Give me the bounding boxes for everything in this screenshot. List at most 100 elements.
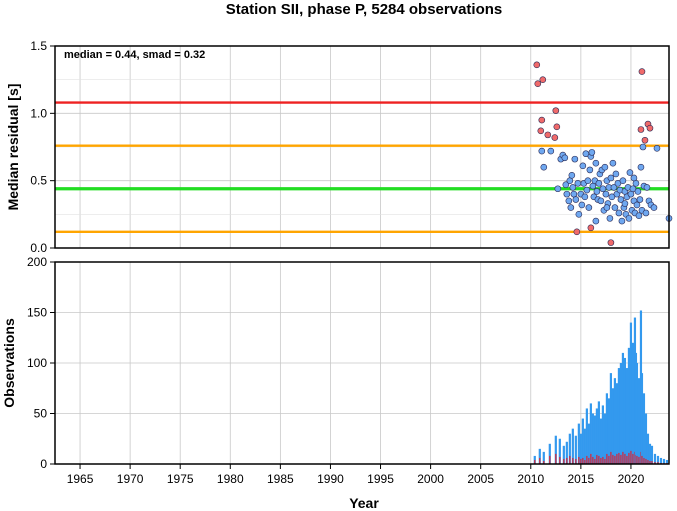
observation-bar bbox=[577, 423, 580, 464]
observation-bar bbox=[571, 428, 574, 464]
residual-point bbox=[599, 185, 607, 193]
outlier-count-bar bbox=[543, 460, 545, 464]
observation-bar bbox=[656, 455, 660, 464]
observation-bar bbox=[605, 393, 608, 464]
residual-point bbox=[562, 181, 570, 189]
residual-point bbox=[626, 169, 634, 176]
x-tick-label: 1990 bbox=[317, 472, 344, 486]
residual-point bbox=[585, 204, 593, 211]
outlier-count-bar bbox=[582, 457, 584, 464]
observation-bar bbox=[593, 415, 596, 464]
chart-title: Station SII, phase P, 5284 observations bbox=[226, 1, 503, 18]
residual-point bbox=[567, 204, 575, 211]
residual-point bbox=[618, 217, 626, 225]
outlier-count-bar bbox=[606, 453, 608, 464]
outlier-count-bar bbox=[645, 458, 647, 464]
x-tick-label: 2015 bbox=[568, 472, 595, 486]
observation-bar bbox=[597, 401, 600, 464]
observation-bar bbox=[642, 393, 646, 464]
observation-bar bbox=[579, 433, 582, 464]
residual-point bbox=[572, 196, 580, 203]
residual-point bbox=[602, 190, 610, 198]
residual-point bbox=[571, 155, 579, 163]
outlier-count-bar bbox=[592, 456, 594, 464]
observations-y-tick-label: 0 bbox=[40, 457, 47, 471]
outlier-point bbox=[637, 126, 645, 133]
outlier-point bbox=[641, 136, 649, 144]
outlier-count-bar bbox=[628, 452, 630, 464]
residual-point bbox=[597, 197, 605, 205]
residual-point bbox=[601, 163, 609, 171]
outlier-count-bar bbox=[614, 455, 616, 464]
observation-bar bbox=[644, 413, 648, 464]
observations-y-tick-label: 150 bbox=[27, 306, 47, 320]
observation-bar bbox=[650, 445, 654, 464]
outlier-count-bar bbox=[590, 453, 592, 464]
residual-point bbox=[603, 204, 611, 211]
outlier-count-bar bbox=[618, 452, 620, 464]
outlier-count-bar bbox=[636, 455, 638, 464]
outlier-count-bar bbox=[608, 455, 610, 464]
observation-bar bbox=[615, 383, 619, 464]
outlier-count-bar bbox=[604, 458, 606, 464]
residual-point bbox=[612, 170, 620, 178]
residual-point bbox=[578, 201, 586, 209]
residual-point bbox=[575, 211, 583, 218]
observation-bar bbox=[589, 403, 592, 464]
x-tick-label: 1980 bbox=[217, 472, 244, 486]
outlier-point bbox=[551, 134, 559, 141]
residual-point bbox=[625, 215, 633, 222]
observation-bar bbox=[607, 398, 611, 464]
residual-points bbox=[533, 61, 673, 246]
observation-bar bbox=[621, 352, 625, 464]
observation-bar bbox=[648, 443, 652, 464]
residual-point bbox=[561, 154, 569, 162]
outlier-count-bar bbox=[575, 458, 577, 464]
outlier-count-bar bbox=[549, 455, 551, 464]
residual-panel: 0.00.51.01.5 median = 0.44, smad = 0.32 … bbox=[5, 39, 673, 255]
residual-y-tick-label: 0.5 bbox=[30, 174, 47, 188]
observations-panel: 0 50 100 150 200 1965 1970 1975 1980 1985 1990 199… bbox=[1, 255, 670, 511]
outlier-point bbox=[573, 228, 581, 236]
x-tick-label: 2005 bbox=[467, 472, 494, 486]
outlier-count-bar bbox=[555, 453, 557, 464]
residual-point bbox=[595, 180, 603, 187]
residual-point bbox=[581, 193, 589, 201]
outlier-count-bar bbox=[647, 459, 649, 464]
outlier-count-bar bbox=[569, 455, 571, 464]
residual-point bbox=[642, 209, 650, 217]
residual-point bbox=[574, 180, 582, 187]
observation-bar bbox=[581, 418, 584, 464]
year-x-axis-label: Year bbox=[349, 495, 379, 511]
outlier-count-bar bbox=[638, 456, 640, 464]
outlier-count-bar bbox=[657, 461, 659, 464]
outlier-count-bar bbox=[578, 456, 580, 464]
observation-bar bbox=[565, 441, 568, 464]
outlier-count-bar bbox=[602, 456, 604, 464]
observations-y-tick-label: 100 bbox=[27, 356, 47, 370]
x-tick-label: 2010 bbox=[517, 472, 544, 486]
outlier-count-bar bbox=[622, 451, 624, 464]
year-x-ticks: 1965 1970 1975 1980 1985 1990 1995 2000 2005 2010… bbox=[67, 464, 645, 486]
observation-bar bbox=[613, 378, 617, 464]
outlier-count-bar bbox=[649, 460, 651, 464]
outlier-count-bar bbox=[616, 453, 618, 464]
residual-point bbox=[554, 185, 562, 193]
outlier-count-bar bbox=[643, 457, 645, 464]
residual-point bbox=[633, 201, 641, 209]
residual-point bbox=[569, 184, 577, 191]
outlier-point bbox=[587, 224, 595, 232]
residual-point bbox=[629, 185, 637, 193]
residual-point bbox=[592, 217, 600, 225]
residual-point bbox=[636, 196, 644, 203]
residual-point bbox=[609, 159, 617, 167]
outlier-count-bar bbox=[610, 451, 612, 464]
outlier-count-bar bbox=[626, 455, 628, 464]
residual-point bbox=[607, 174, 615, 182]
outlier-count-bar bbox=[620, 454, 622, 464]
x-tick-label: 2020 bbox=[618, 472, 645, 486]
observation-bar bbox=[568, 433, 571, 464]
x-tick-label: 1965 bbox=[67, 472, 94, 486]
